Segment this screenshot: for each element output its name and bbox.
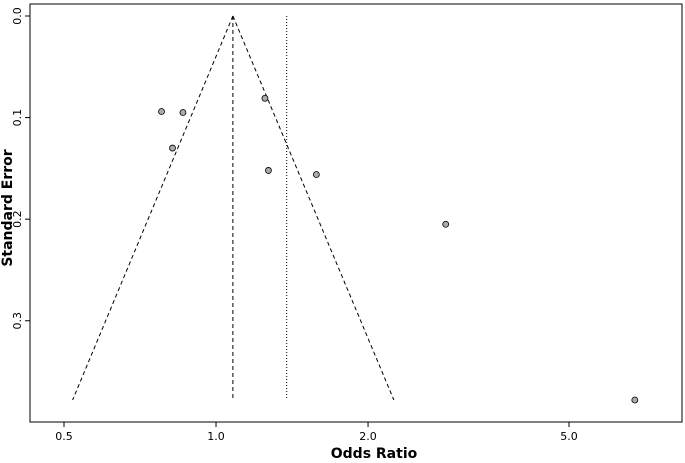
x-tick-label: 5.0 (560, 430, 578, 443)
plot-frame (29, 3, 683, 423)
data-point (265, 167, 272, 174)
y-tick-label: 0.1 (11, 109, 24, 127)
funnel-right-line (232, 15, 395, 401)
x-axis: 0.5 1.0 2.0 5.0 (55, 422, 578, 443)
x-tick-label: 2.0 (359, 430, 377, 443)
x-tick-label: 0.5 (55, 430, 73, 443)
funnel-lines (72, 15, 395, 401)
y-tick-label: 0.0 (11, 7, 24, 25)
y-tick-label: 0.2 (11, 210, 24, 228)
data-point (158, 108, 165, 115)
y-axis-title: Standard Error (0, 149, 16, 266)
data-point (179, 109, 187, 116)
data-point (169, 144, 176, 152)
data-points (158, 94, 639, 404)
y-tick-label: 0.3 (11, 312, 24, 330)
data-point (442, 220, 450, 228)
y-axis: 0.0 0.1 0.2 0.3 (11, 7, 30, 330)
data-point (261, 94, 269, 102)
x-tick-label: 1.0 (207, 430, 225, 443)
data-point (631, 396, 639, 404)
data-point (312, 171, 320, 178)
x-axis-title: Odds Ratio (331, 446, 418, 462)
funnel-left-line (72, 15, 234, 401)
